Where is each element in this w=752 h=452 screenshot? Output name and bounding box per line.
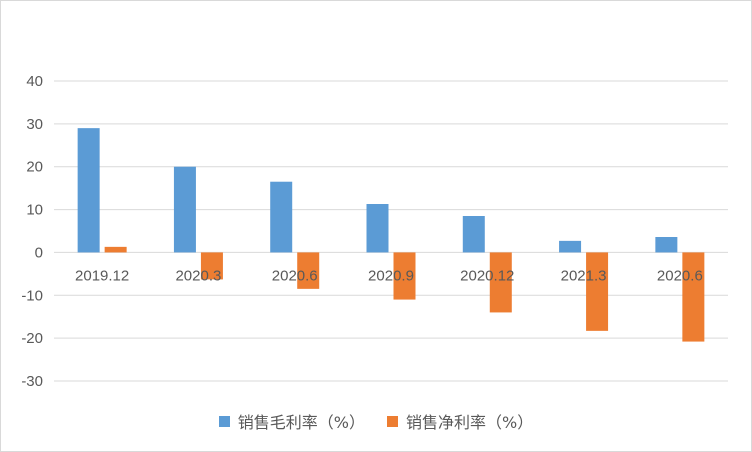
bar-gross-margin [655,237,678,253]
y-tick-label: 30 [26,116,43,133]
y-tick-label: 0 [35,244,43,261]
y-tick-label: -10 [21,287,43,304]
y-tick-label: 10 [26,202,43,219]
y-tick-label: 40 [26,73,43,90]
bar-net-margin [104,246,127,253]
x-tick-label: 2020.12 [460,267,514,284]
y-tick-label: -30 [21,373,43,390]
tick-labels: 40 30 20 10 0 -10 -20 -30 2019.12 2020.3 2020.6 202… [21,73,702,390]
y-tick-label: 20 [26,159,43,176]
x-tick-label: 2021.3 [561,267,607,284]
bars [77,128,705,342]
legend-label-gross-margin: 销售毛利率（%） [237,413,365,432]
legend-label-net-margin: 销售净利率（%） [406,413,534,432]
x-tick-label: 2020.6 [657,267,703,284]
legend-swatch-net-margin [387,415,398,427]
bar-gross-margin [77,128,100,253]
x-tick-label: 2020.9 [368,267,414,284]
bar-gross-margin [559,240,582,253]
gridlines [54,80,728,382]
bar-net-margin [489,252,512,313]
bar-net-margin [586,252,609,331]
bar-gross-margin [462,216,485,253]
bar-chart: 40 30 20 10 0 -10 -20 -30 2019.12 2020.3 2020.6 202… [21,73,728,390]
bar-gross-margin [270,181,293,253]
y-tick-label: -20 [21,330,43,347]
legend-item-net-margin: 销售净利率（%） [387,409,533,433]
x-tick-label: 2019.12 [75,267,129,284]
bar-net-margin [682,252,705,342]
legend: 销售毛利率（%） 销售净利率（%） [1,406,751,436]
x-tick-label: 2020.6 [272,267,318,284]
legend-swatch-gross-margin [218,415,230,427]
legend-item-gross-margin: 销售毛利率（%） [218,409,365,433]
bar-net-margin [200,252,223,280]
bar-net-margin [297,252,320,289]
x-tick-label: 2020.3 [175,267,221,284]
bar-gross-margin [366,204,389,253]
bar-net-margin [393,252,416,300]
bar-gross-margin [173,166,196,253]
